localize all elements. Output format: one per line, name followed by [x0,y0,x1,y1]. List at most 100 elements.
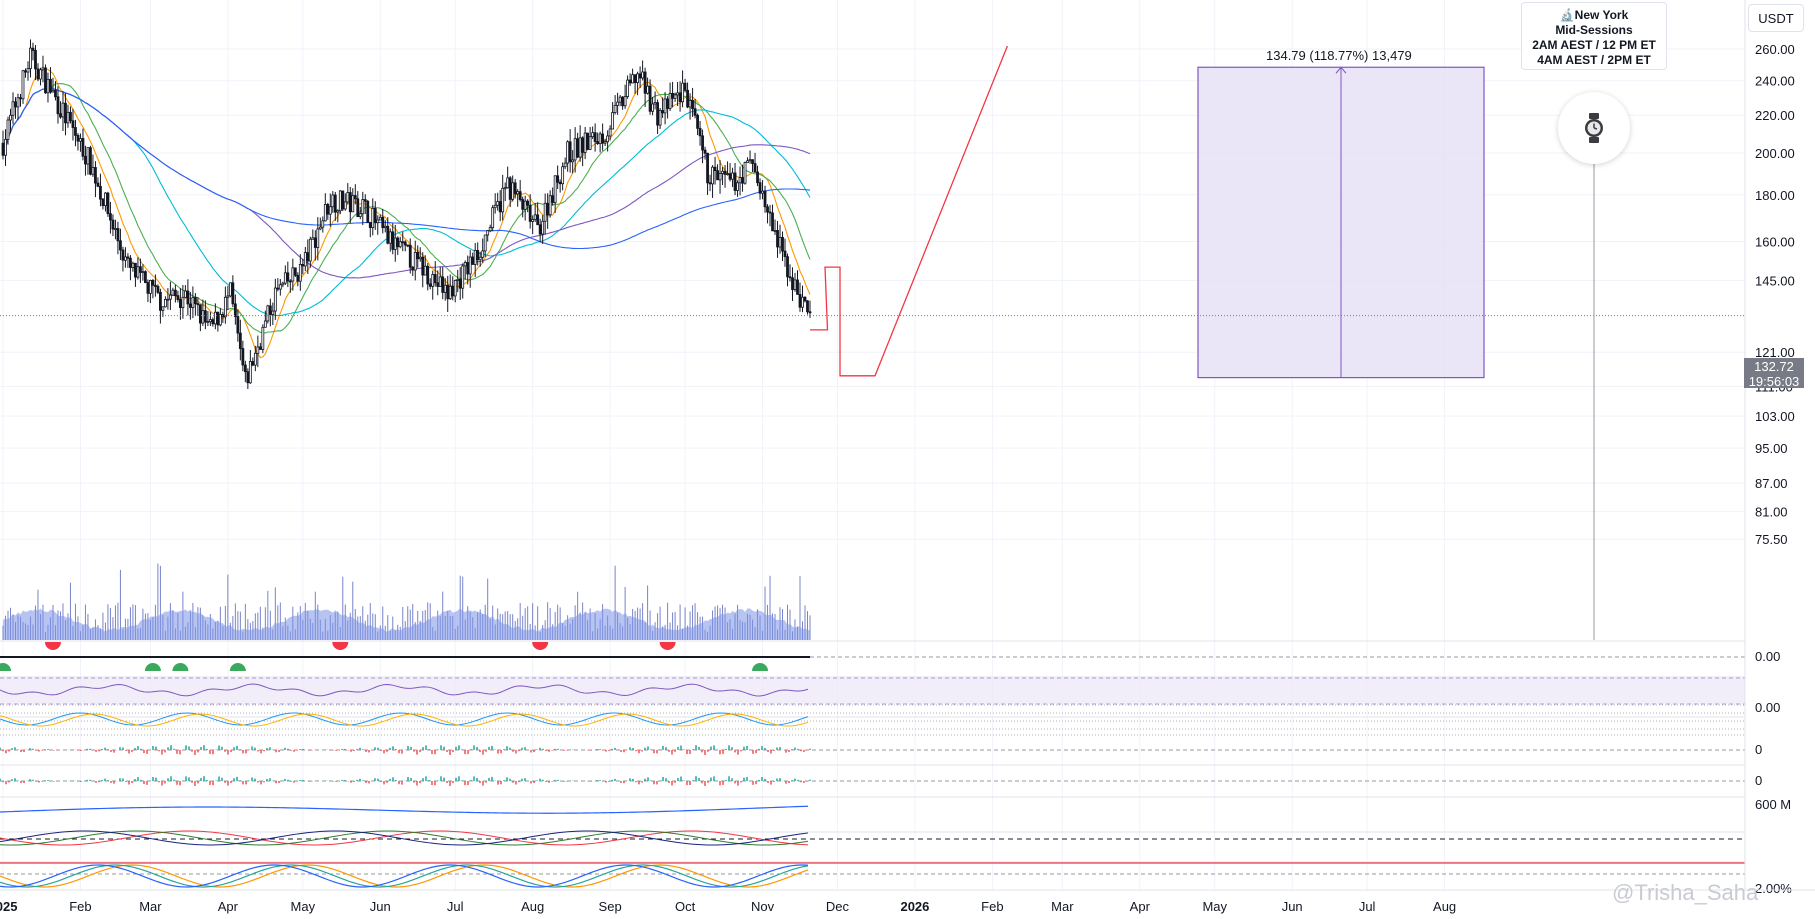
indicator-tick-label: 0 [1755,773,1762,788]
candle-body [26,68,30,73]
candle-body [216,311,220,326]
time-axis[interactable]: 2025 Feb Mar Apr May Jun Jul Aug Sep Oct Nov Dec 202… [0,889,1815,914]
candle-body [471,256,475,265]
candle-body [411,266,415,271]
candle-body [751,159,754,164]
stoch-line [0,864,809,888]
candle-body [508,177,512,200]
candle-body [633,74,637,83]
currency-selector[interactable]: USDT [1748,4,1804,32]
candle-body [321,220,325,228]
candle-body [51,90,55,93]
candle-body [651,103,654,112]
candle-body [473,249,477,265]
candle-body [436,282,440,287]
candle-body [668,93,672,109]
session-line-4: 4AM AEST / 2PM ET [1537,53,1651,67]
candle-body [306,252,310,262]
candle-body [546,202,550,216]
candle-body [423,265,427,276]
candle-body [766,206,769,213]
candle-body [463,262,467,267]
candle-body [746,160,749,163]
rsi-band [0,678,1745,704]
candle-body [688,99,692,108]
candle-body [493,204,497,209]
candle-body [778,236,782,248]
candle-body [119,240,122,251]
candle-body [728,173,732,180]
candle-body [159,291,162,311]
candle-body [713,166,717,172]
bull-signal-marker [229,663,246,671]
moving-average-line [2,83,811,334]
candle-body [588,136,592,150]
candle-body [346,192,350,203]
time-tick-label: Mar [139,899,162,914]
candle-body [178,299,182,308]
candle-body [703,149,707,154]
candle-body [548,195,552,216]
candle-body [358,213,362,218]
moving-averages [2,68,811,359]
candle-body [538,224,542,235]
candle-body [738,177,742,184]
candle-body [173,289,177,297]
candle-body [396,237,400,248]
moving-average-line [2,88,811,316]
candle-body [266,305,270,322]
candle-body [536,214,540,226]
candle-body [403,241,407,246]
candle-body [531,219,535,222]
candle-body [193,297,197,305]
candle-body [149,280,152,294]
watch-button[interactable] [1558,92,1630,164]
time-tick-label: Jul [447,899,464,914]
candle-body [696,114,699,129]
session-line-1: 🔬New York [1559,8,1629,22]
candle-body [291,267,295,282]
candle-body [139,266,142,273]
candle-body [213,311,217,325]
candle-body [301,264,305,267]
candle-body [188,303,192,308]
candle-body [1,142,5,156]
candle-body [616,101,620,106]
candle-body [4,139,7,156]
candle-body [281,282,285,286]
author-watermark: @Trisha_Saha [1612,880,1759,905]
candle-body [89,147,92,175]
candle-body [448,285,452,300]
candle-body [11,101,15,116]
candle-body [453,280,457,297]
price-range-arrowhead [1335,66,1347,74]
candle-body [353,195,357,200]
candle-body [54,90,57,98]
time-tick-label: Apr [1130,899,1151,914]
projection-path-line[interactable] [810,45,1009,377]
candle-body [79,138,82,142]
candle-body [686,89,689,108]
candle-body [66,111,70,124]
candle-body [356,198,360,218]
candle-body [361,199,365,215]
price-axis[interactable]: 260.00 240.00 220.00 200.00 180.00 160.00 145.… [1744,0,1795,896]
session-line-2: Mid-Sessions [1555,23,1633,37]
stoch-line [0,864,809,888]
candle-body [701,135,704,151]
candle-body [551,195,555,203]
price-tick-label: 240.00 [1755,74,1795,89]
time-tick-label: Oct [675,899,696,914]
candle-body [443,284,447,293]
candle-body [628,79,632,84]
session-info-box: 🔬New York Mid-Sessions 2AM AEST / 12 PM … [1521,2,1667,70]
candle-body [501,187,505,213]
candle-body [218,314,222,326]
candle-body [96,182,100,187]
candle-body [243,364,247,373]
candle-body [24,70,27,73]
candle-body [101,198,105,207]
candle-body [293,267,297,276]
candle-body [601,133,605,144]
